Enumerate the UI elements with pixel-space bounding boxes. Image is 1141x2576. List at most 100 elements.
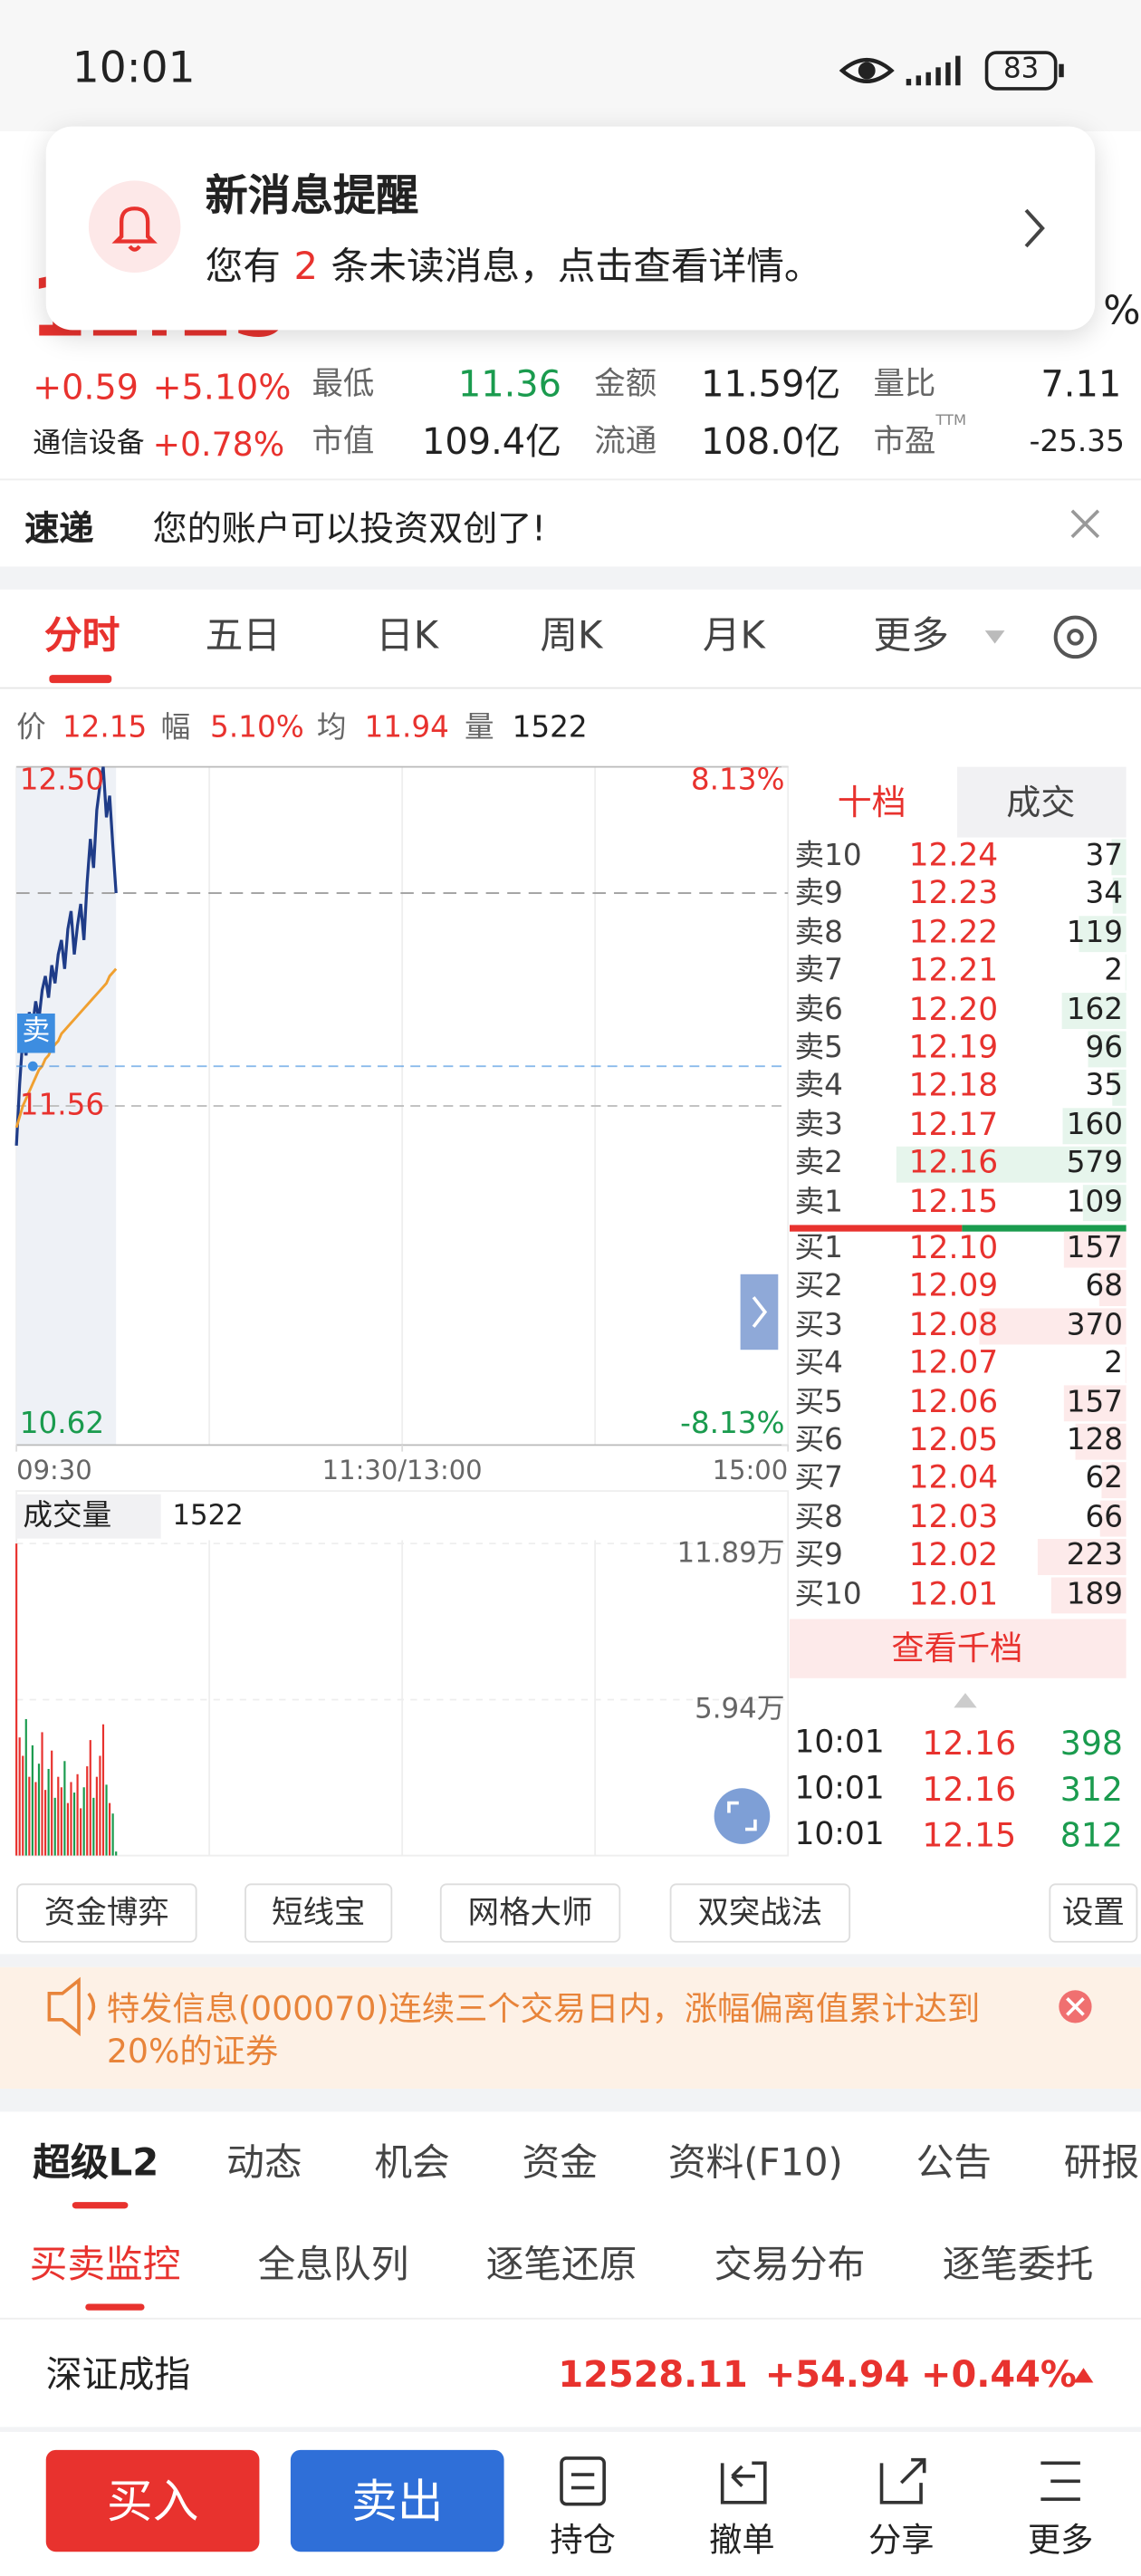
volume-selector[interactable] bbox=[16, 1494, 161, 1539]
y-tick-label: 11.89万 bbox=[676, 1537, 785, 1571]
bottom-action[interactable]: 撤单 bbox=[709, 2519, 775, 2560]
chart-tab[interactable]: 月K bbox=[702, 615, 765, 658]
chart-tab[interactable]: 更多 bbox=[873, 615, 949, 658]
level-price: 12.07 bbox=[908, 1345, 999, 1382]
volume-bar bbox=[66, 1802, 70, 1856]
close-icon[interactable] bbox=[1070, 509, 1100, 539]
stat-value: 11.36 bbox=[457, 365, 562, 407]
volume-bar bbox=[1101, 1462, 1127, 1499]
info-label: 量 bbox=[465, 710, 494, 745]
chart-tab[interactable]: 周K bbox=[540, 615, 603, 658]
tool-button[interactable] bbox=[1049, 1883, 1138, 1943]
level-volume: 157 bbox=[1066, 1384, 1124, 1419]
level-label: 买8 bbox=[794, 1499, 843, 1535]
tool-button[interactable] bbox=[244, 1883, 393, 1943]
trade-volume: 398 bbox=[1060, 1723, 1124, 1764]
tool-button-label[interactable]: 双突战法 bbox=[697, 1895, 823, 1932]
tool-button-label[interactable]: 设置 bbox=[1061, 1895, 1125, 1932]
level-price: 12.02 bbox=[908, 1537, 999, 1574]
settings-icon[interactable] bbox=[1053, 615, 1098, 659]
book-tab[interactable]: 十档 bbox=[837, 783, 906, 823]
battery-tip bbox=[1059, 63, 1064, 78]
volume-bar bbox=[57, 1776, 60, 1856]
level-volume: 128 bbox=[1066, 1423, 1124, 1458]
info-label: 幅 bbox=[160, 710, 191, 745]
stat-label: 量比 bbox=[873, 366, 936, 403]
level-label: 卖6 bbox=[794, 992, 843, 1027]
volume-title[interactable]: 成交量 bbox=[23, 1498, 112, 1533]
volume-bar bbox=[95, 1776, 98, 1856]
tool-button[interactable] bbox=[16, 1883, 197, 1943]
section-tab[interactable]: 研报 bbox=[1063, 2142, 1140, 2186]
level-volume: 35 bbox=[1085, 1069, 1124, 1104]
level-volume: 96 bbox=[1085, 1030, 1124, 1065]
buy-button[interactable]: 买入 bbox=[106, 2474, 199, 2529]
level-volume: 66 bbox=[1085, 1499, 1124, 1535]
section-tab[interactable]: 资料(F10) bbox=[667, 2142, 843, 2186]
sub-tab[interactable]: 逐笔还原 bbox=[485, 2244, 638, 2287]
notification-message: 您有 2 条未读消息，点击查看详情。 bbox=[206, 246, 836, 290]
volume-bar bbox=[115, 1851, 118, 1856]
tab-indicator bbox=[85, 2303, 145, 2311]
collapse-arrow[interactable] bbox=[954, 1693, 977, 1708]
volume-bar bbox=[60, 1787, 62, 1856]
status-bar-bg bbox=[0, 0, 1141, 132]
notification-card[interactable]: 新消息提醒 您有 2 条未读消息，点击查看详情。 bbox=[45, 126, 1096, 331]
tool-button[interactable] bbox=[669, 1883, 851, 1943]
chevron bbox=[1024, 208, 1045, 248]
chart-tab[interactable]: 日K bbox=[376, 615, 439, 658]
level-label: 卖9 bbox=[794, 877, 843, 912]
more-levels-bg[interactable] bbox=[790, 1619, 1127, 1678]
volume-bar bbox=[1112, 1069, 1127, 1106]
bottom-action[interactable]: 更多 bbox=[1027, 2519, 1094, 2560]
sub-tab[interactable]: 全息队列 bbox=[257, 2244, 409, 2287]
news-text[interactable]: 您的账户可以投资双创了! bbox=[152, 508, 546, 549]
plot-layer bbox=[14, 765, 1127, 1857]
chart-tab[interactable]: 五日 bbox=[205, 615, 282, 658]
level-price: 12.15 bbox=[908, 1183, 999, 1220]
info-label: 价 bbox=[16, 710, 46, 745]
volume-bar bbox=[51, 1750, 53, 1856]
expand-tab[interactable] bbox=[740, 1274, 779, 1350]
book-tab[interactable]: 成交 bbox=[1006, 783, 1076, 823]
x-tick-label: 11:30/13:00 bbox=[321, 1454, 483, 1486]
section-tab[interactable]: 资金 bbox=[522, 2142, 598, 2186]
tool-button-label[interactable]: 网格大师 bbox=[467, 1895, 593, 1932]
volume-bar bbox=[1062, 1108, 1127, 1145]
buy-button-bg[interactable] bbox=[45, 2449, 260, 2552]
section-tab[interactable]: 公告 bbox=[916, 2142, 992, 2186]
section-tab[interactable]: 动态 bbox=[226, 2142, 302, 2186]
sub-tab[interactable]: 交易分布 bbox=[714, 2244, 866, 2287]
bottom-action[interactable]: 持仓 bbox=[550, 2519, 616, 2560]
y2-tick-label: 8.13% bbox=[690, 763, 785, 798]
volume-bar bbox=[979, 1308, 1127, 1345]
level-price: 12.22 bbox=[908, 914, 999, 951]
volume-bar bbox=[70, 1782, 72, 1856]
level-volume: 119 bbox=[1066, 915, 1124, 950]
volume-bar bbox=[108, 1802, 111, 1856]
stat-label: 最低 bbox=[312, 366, 375, 403]
bottom-action[interactable]: 分享 bbox=[868, 2519, 935, 2560]
section-tab[interactable]: 超级L2 bbox=[33, 2142, 159, 2186]
level-price: 12.04 bbox=[908, 1460, 999, 1497]
volume-bar bbox=[896, 1146, 1127, 1183]
tab-indicator bbox=[49, 675, 112, 684]
sell-button[interactable]: 卖出 bbox=[350, 2474, 444, 2529]
sub-tab[interactable]: 买卖监控 bbox=[29, 2244, 181, 2287]
tool-button[interactable] bbox=[439, 1883, 621, 1943]
tool-button-label[interactable]: 短线宝 bbox=[272, 1895, 366, 1932]
sell-button-bg[interactable] bbox=[290, 2449, 504, 2552]
section-tab[interactable]: 机会 bbox=[374, 2142, 450, 2186]
alert-bg bbox=[0, 1966, 1141, 2090]
up-arrow bbox=[1073, 2368, 1094, 2383]
fullscreen-button[interactable] bbox=[714, 1788, 771, 1844]
trade-price: 12.15 bbox=[922, 1815, 1017, 1855]
tool-button-label[interactable]: 资金博弈 bbox=[43, 1895, 169, 1932]
level-volume: 370 bbox=[1066, 1307, 1124, 1342]
volume-bar bbox=[53, 1797, 56, 1856]
more-levels[interactable]: 查看千档 bbox=[891, 1628, 1023, 1668]
y-tick-label: 10.62 bbox=[19, 1407, 105, 1442]
chart-tab[interactable]: 分时 bbox=[43, 615, 120, 658]
sub-tab[interactable]: 逐笔委托 bbox=[942, 2244, 1094, 2287]
